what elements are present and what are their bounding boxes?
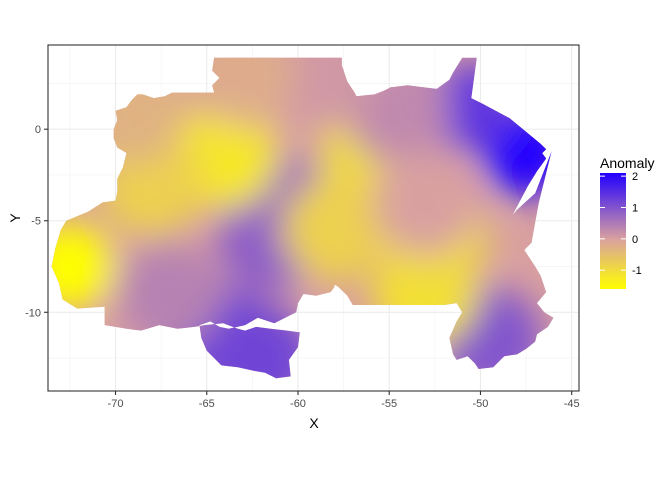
plot-panel-border — [47, 44, 580, 392]
x-axis: -70 -65 -60 -55 -50 -45 — [108, 391, 580, 410]
legend-break-label: -1 — [632, 265, 642, 277]
heatmap-hotspot — [51, 222, 114, 311]
heatmap-hotspot — [117, 241, 224, 347]
x-tick-label: -45 — [564, 398, 580, 410]
x-tick-label: -65 — [199, 398, 215, 410]
x-tick-label: -60 — [290, 398, 306, 410]
y-tick-label: 0 — [35, 124, 41, 136]
heatmap-hotspot — [272, 57, 379, 128]
x-axis-title: X — [309, 415, 319, 431]
heatmap-hotspot — [372, 149, 479, 256]
y-tick-label: -5 — [31, 216, 41, 228]
heatmap-hotspot — [208, 305, 315, 379]
y-axis: 0 -5 -10 — [25, 124, 48, 319]
y-axis-title: Y — [7, 213, 23, 223]
legend-title: Anomaly — [600, 155, 654, 171]
legend-break-label: 0 — [632, 234, 638, 246]
heatmap-hotspot — [190, 57, 297, 128]
heatmap-field — [51, 57, 554, 379]
legend-colorbar — [600, 173, 626, 289]
x-tick-label: -55 — [381, 398, 397, 410]
x-tick-label: -70 — [108, 398, 124, 410]
legend-break-label: 2 — [632, 171, 638, 183]
y-tick-label: -10 — [25, 307, 41, 319]
x-tick-label: -50 — [473, 398, 489, 410]
legend: Anomaly 2 1 0 -1 — [600, 155, 654, 289]
heatmap-hotspot — [281, 176, 388, 283]
legend-break-label: 1 — [632, 202, 638, 214]
